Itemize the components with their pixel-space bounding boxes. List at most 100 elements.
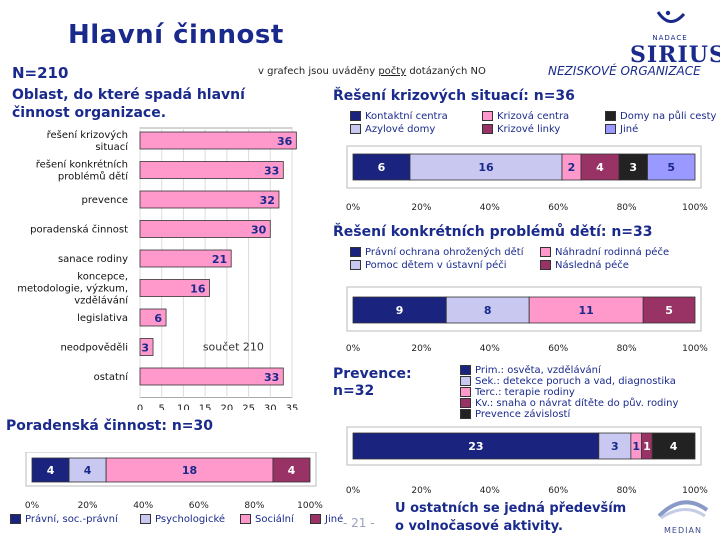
x-tick-label: 80% — [617, 344, 637, 354]
legend-item: Azylové domy — [350, 124, 435, 135]
legend-item: Domy na půli cesty — [605, 111, 716, 122]
segment-value-label: 4 — [670, 440, 678, 453]
sum-annotation: součet 210 — [203, 341, 264, 354]
legend-swatch — [350, 111, 361, 121]
note-underlined: počty — [378, 66, 407, 77]
legend-label: Následná péče — [555, 260, 629, 271]
segment-value-label: 4 — [596, 161, 604, 174]
median-swirl-icon — [657, 500, 709, 520]
children-stacked-chart: 9 8 11 5 0% 20% 40% 60% 80% 100% — [346, 286, 708, 354]
x-tick-label: 60% — [548, 344, 568, 354]
x-tick-label: 20% — [411, 203, 431, 213]
stack-segment — [618, 153, 648, 181]
x-tick-label: 40% — [133, 501, 153, 511]
bar-value-label: 16 — [190, 283, 206, 296]
bar-value-label: 30 — [251, 224, 267, 237]
category-label: poradenská činnost — [30, 224, 128, 236]
footer-note: U ostatních se jedná především o volnoča… — [395, 500, 626, 536]
prevention-chart-title: Prevence: n=32 — [333, 366, 412, 399]
children-legend: Právní ochrana ohrožených dětí Pomoc děte… — [350, 247, 720, 277]
stack-segment — [68, 457, 107, 483]
legend-item: Prim.: osvěta, vzdělávání — [460, 365, 601, 376]
legend-item: Pomoc dětem v ústavní péči — [350, 260, 507, 271]
bar-value-label: 33 — [264, 165, 279, 178]
stack-segment — [105, 457, 274, 483]
legend-label: Jiné — [620, 124, 639, 135]
legend-label: Psychologické — [155, 514, 226, 525]
legend-swatch — [482, 111, 493, 121]
footer-note-line2: o volnočasové aktivity. — [395, 519, 563, 534]
stack-segment — [445, 296, 530, 324]
ngo-label: NEZISKOVÉ ORGANIZACE — [548, 64, 701, 78]
legend-swatch — [460, 398, 471, 408]
legend-swatch — [310, 514, 321, 524]
x-tick-label: 30 — [264, 404, 277, 411]
x-tick-label: 0% — [346, 344, 361, 354]
x-tick-label: 40% — [480, 486, 500, 496]
legend-swatch — [10, 514, 21, 524]
legend-item: Sociální — [240, 514, 294, 525]
segment-value-label: 8 — [484, 304, 492, 317]
legend-item: Právní ochrana ohrožených dětí — [350, 247, 523, 258]
legend-item: Náhradní rodinná péče — [540, 247, 669, 258]
legend-label: Náhradní rodinná péče — [555, 247, 670, 258]
stack-segment — [651, 432, 696, 460]
x-tick-label: 35 — [286, 404, 299, 411]
category-label: sanace rodiny — [58, 254, 128, 265]
bar — [139, 279, 210, 297]
prevention-legend: Prim.: osvěta, vzdělávání Sek.: detekce p… — [460, 365, 720, 427]
category-label: řešení krizových situací — [47, 129, 130, 153]
segment-value-label: 1 — [643, 440, 651, 453]
stack-segment — [647, 153, 696, 181]
crisis-legend: Kontaktní centra Azylové domy Krizová cent… — [350, 111, 720, 141]
bar — [139, 367, 284, 386]
x-tick-label: 60% — [548, 203, 568, 213]
logo-swirl-icon — [656, 10, 686, 23]
legend-label: Kontaktní centra — [365, 111, 448, 122]
category-label: prevence — [82, 195, 128, 206]
bar-value-label: 6 — [154, 312, 162, 325]
segment-value-label: 18 — [182, 464, 197, 477]
x-tick-label: 0% — [346, 203, 361, 213]
x-tick-label: 80% — [617, 203, 637, 213]
category-label: ostatní — [94, 371, 130, 383]
counseling-chart-title: Poradenská činnost: n=30 — [6, 418, 214, 434]
legend-item: Kv.: snaha o návrat dítěte do pův. rodin… — [460, 398, 678, 409]
x-tick-label: 10 — [177, 404, 190, 411]
legend-item: Krizová centra — [482, 111, 569, 122]
x-tick-label: 100% — [682, 203, 708, 213]
counseling-legend: Právní, soc.-právní Psychologické Sociální… — [10, 514, 344, 530]
median-text: MEDIAN — [664, 526, 702, 535]
x-tick-label: 20% — [411, 486, 431, 496]
legend-label: Prim.: osvěta, vzdělávání — [475, 365, 601, 376]
legend-item: Krizové linky — [482, 124, 560, 135]
legend-label: Jiné — [325, 514, 344, 525]
segment-value-label: 4 — [47, 464, 55, 477]
x-tick-label: 60% — [189, 501, 209, 511]
bar — [139, 131, 297, 150]
segment-value-label: 4 — [84, 464, 92, 477]
x-tick-label: 20 — [220, 404, 233, 411]
legend-swatch — [482, 124, 493, 134]
legend-swatch — [605, 124, 616, 134]
bar — [139, 220, 271, 238]
legend-item: Terc.: terapie rodiny — [460, 387, 575, 398]
segment-value-label: 3 — [629, 161, 637, 174]
bar-value-label: 33 — [264, 371, 279, 384]
segment-value-label: 1 — [632, 440, 640, 453]
legend-swatch — [460, 409, 471, 419]
legend-swatch — [460, 376, 471, 386]
bar-value-label: 36 — [277, 135, 293, 148]
legend-item: Následná péče — [540, 260, 629, 271]
segment-value-label: 4 — [288, 464, 296, 477]
stack-segment — [272, 457, 311, 483]
counseling-stacked-chart: 4 4 18 40% 20% 40% 60% 80% 100% — [25, 452, 323, 511]
x-tick-label: 40% — [480, 344, 500, 354]
legend-label: Sek.: detekce poruch a vad, diagnostika — [475, 376, 676, 387]
legend-label: Právní ochrana ohrožených dětí — [365, 247, 524, 258]
segment-value-label: 5 — [665, 304, 673, 317]
category-label: legislativa — [77, 313, 128, 324]
bar-value-label: 3 — [141, 342, 149, 355]
x-tick-label: 100% — [682, 344, 708, 354]
